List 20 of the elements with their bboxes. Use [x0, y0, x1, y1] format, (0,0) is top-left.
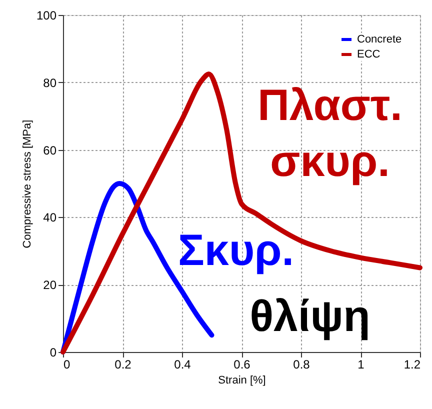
annotation: Σκυρ.	[178, 226, 294, 275]
x-tick-label: 0.8	[293, 358, 310, 372]
x-tick-label: 0.4	[174, 358, 192, 372]
y-tick-label: 0	[50, 346, 57, 360]
x-tick-label: 0.2	[114, 358, 132, 372]
y-tick-label: 100	[36, 8, 57, 22]
annotation: θλίψη	[250, 292, 370, 341]
y-tick-label: 80	[43, 76, 57, 90]
x-tick-label: 0	[64, 358, 70, 372]
y-axis-title: Compressive stress [MPa]	[21, 120, 34, 248]
legend-label: Concrete	[357, 34, 402, 46]
annotation: Πλαστ. σκυρ.	[258, 81, 402, 186]
x-axis-title: Strain [%]	[218, 374, 266, 386]
x-tick-label: 1	[358, 358, 365, 372]
x-tick-label: 0.6	[234, 358, 251, 372]
x-tick-label: 1.2	[404, 358, 421, 372]
y-tick-label: 40	[43, 210, 57, 225]
y-tick-label: 60	[43, 143, 57, 158]
legend-label: ECC	[357, 48, 380, 60]
y-tick-label: 20	[43, 278, 57, 292]
